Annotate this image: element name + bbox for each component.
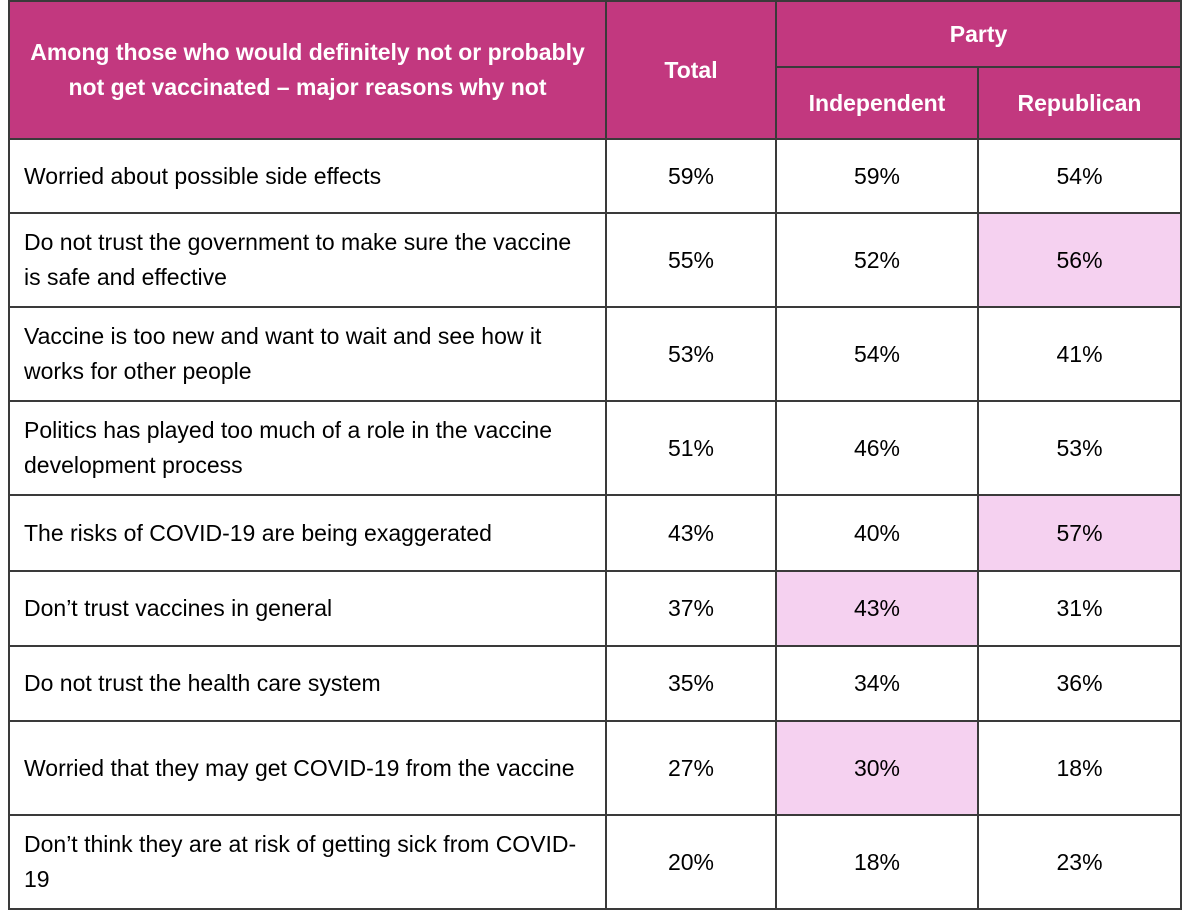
row-label: Worried that they may get COVID-19 from …	[8, 720, 607, 816]
table-row: Vaccine is too new and want to wait and …	[8, 306, 1183, 402]
table-row: Don’t think they are at risk of getting …	[8, 814, 1183, 910]
table-row: Politics has played too much of a role i…	[8, 400, 1183, 496]
row-label: Do not trust the health care system	[8, 645, 607, 722]
independent-value: 40%	[775, 494, 979, 572]
table-row: Do not trust the health care system 35% 34…	[8, 645, 1183, 722]
republican-header: Republican	[976, 66, 1183, 140]
independent-value: 52%	[775, 212, 979, 308]
total-header: Total	[605, 0, 777, 140]
republican-value: 53%	[976, 400, 1183, 496]
table-row: Worried that they may get COVID-19 from …	[8, 720, 1183, 816]
total-value: 37%	[605, 570, 777, 647]
survey-table: Among those who would definitely not or …	[8, 0, 1183, 910]
independent-value: 59%	[775, 138, 979, 214]
republican-value: 23%	[976, 814, 1183, 910]
total-value: 55%	[605, 212, 777, 308]
independent-value: 18%	[775, 814, 979, 910]
question-header: Among those who would definitely not or …	[8, 0, 607, 140]
table-body: Worried about possible side effects 59% 59…	[8, 138, 1183, 910]
row-label: Politics has played too much of a role i…	[8, 400, 607, 496]
republican-value: 18%	[976, 720, 1183, 816]
total-value: 35%	[605, 645, 777, 722]
row-label: Worried about possible side effects	[8, 138, 607, 214]
republican-value: 41%	[976, 306, 1183, 402]
table-row: The risks of COVID-19 are being exaggera…	[8, 494, 1183, 572]
republican-value: 54%	[976, 138, 1183, 214]
republican-value: 31%	[976, 570, 1183, 647]
table-row: Don’t trust vaccines in general 37% 43% 31%	[8, 570, 1183, 647]
independent-value: 46%	[775, 400, 979, 496]
independent-header: Independent	[775, 66, 979, 140]
independent-value: 34%	[775, 645, 979, 722]
total-value: 43%	[605, 494, 777, 572]
total-value: 27%	[605, 720, 777, 816]
total-value: 20%	[605, 814, 777, 910]
republican-value: 56%	[976, 212, 1183, 308]
row-label: The risks of COVID-19 are being exaggera…	[8, 494, 607, 572]
independent-value: 54%	[775, 306, 979, 402]
independent-value: 30%	[775, 720, 979, 816]
total-value: 59%	[605, 138, 777, 214]
table-row: Worried about possible side effects 59% 59…	[8, 138, 1183, 214]
row-label: Don’t trust vaccines in general	[8, 570, 607, 647]
row-label: Do not trust the government to make sure…	[8, 212, 607, 308]
independent-value: 43%	[775, 570, 979, 647]
total-value: 51%	[605, 400, 777, 496]
republican-value: 57%	[976, 494, 1183, 572]
republican-value: 36%	[976, 645, 1183, 722]
row-label: Don’t think they are at risk of getting …	[8, 814, 607, 910]
total-value: 53%	[605, 306, 777, 402]
table-row: Do not trust the government to make sure…	[8, 212, 1183, 308]
party-header: Party	[774, 0, 1183, 68]
row-label: Vaccine is too new and want to wait and …	[8, 306, 607, 402]
